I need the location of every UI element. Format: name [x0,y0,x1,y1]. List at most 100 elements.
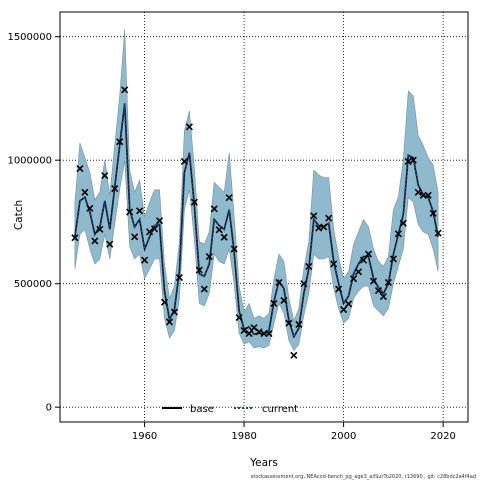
observed-point [404,157,412,165]
point-stroke [384,278,392,287]
point-stroke [330,260,338,268]
point-stroke [280,296,288,305]
point-stroke [141,256,149,264]
observed-point [414,188,422,196]
point-stroke [429,209,437,217]
observed-point [170,308,179,316]
point-stroke [345,300,353,308]
point-stroke [414,188,422,196]
observed-point [121,86,129,94]
point-stroke [185,123,193,131]
point-stroke [106,240,114,248]
point-stroke [310,212,318,220]
observed-point [131,233,139,241]
point-stroke [116,138,124,146]
point-stroke [220,233,228,241]
point-stroke [255,328,263,336]
point-stroke [150,225,159,233]
point-stroke [379,292,387,301]
observed-point [265,330,273,338]
observed-point [126,208,134,216]
point-stroke [200,285,208,293]
point-stroke [295,320,303,329]
observed-point [290,351,298,359]
observed-point [275,278,283,287]
observed-point [280,296,288,305]
observed-point [300,280,308,288]
observed-point [245,330,253,338]
observed-point [240,327,248,335]
axes: 1960 1980 2000 2020 0 500000 1000000 1500000 [7,32,455,442]
observed-point [364,250,373,258]
legend-current-label: current [262,404,298,415]
observed-point [345,300,353,308]
plot-frame [59,11,469,423]
point-stroke [175,273,183,282]
x-tick-label: 1980 [231,431,256,442]
point-stroke [285,319,293,327]
observed-point [295,320,303,329]
point-stroke [195,266,203,274]
observed-point [215,226,223,234]
point-stroke [76,165,84,173]
observed-point [270,299,278,308]
observed-point [180,157,188,165]
point-stroke [230,245,238,253]
point-stroke [96,225,104,233]
point-stroke [374,287,383,295]
x-tick-label: 2020 [430,431,455,442]
observed-point [320,223,328,231]
point-stroke [145,228,154,236]
point-stroke [205,252,213,261]
point-stroke [354,268,363,276]
point-stroke [265,330,273,338]
observed-point [310,212,318,220]
observed-point [359,256,368,264]
observed-point [145,228,154,236]
point-stroke [335,285,343,293]
x-tick-label: 2000 [331,431,356,442]
observed-point [335,285,343,293]
observed-point [384,278,392,287]
y-tick-label: 500000 [14,279,52,290]
observed-point [349,275,358,283]
observed-point [91,237,99,245]
observed-point [399,219,407,227]
point-stroke [325,214,333,222]
observed-point [136,207,144,215]
point-stroke [71,234,79,242]
point-stroke [290,351,298,359]
y-axis-title: Catch [13,200,25,230]
observed-point [71,234,79,242]
point-stroke [369,277,378,285]
point-stroke [81,188,89,196]
observed-point [111,185,119,193]
y-tick-label: 1000000 [7,156,52,167]
point-stroke [315,224,323,232]
observed-point [86,204,94,212]
point-stroke [364,250,373,258]
y-tick-label: 0 [46,403,52,414]
observed-point [305,262,313,270]
current-series-line [73,103,440,340]
observed-point [81,188,89,196]
observed-point [409,156,417,164]
point-stroke [131,233,139,241]
observed-point [354,268,363,276]
point-stroke [126,208,134,216]
point-stroke [340,306,348,314]
y-tick-label: 1500000 [7,32,52,43]
observed-point [190,198,198,206]
observed-point [185,123,193,131]
observed-point [325,214,333,222]
observed-point [76,165,84,173]
point-stroke [215,226,223,234]
point-stroke [245,330,253,338]
point-stroke [235,313,243,322]
observed-point [285,319,293,327]
point-stroke [399,219,407,227]
point-stroke [225,194,233,202]
point-stroke [136,207,144,215]
observed-point [429,209,437,217]
point-stroke [404,157,412,165]
